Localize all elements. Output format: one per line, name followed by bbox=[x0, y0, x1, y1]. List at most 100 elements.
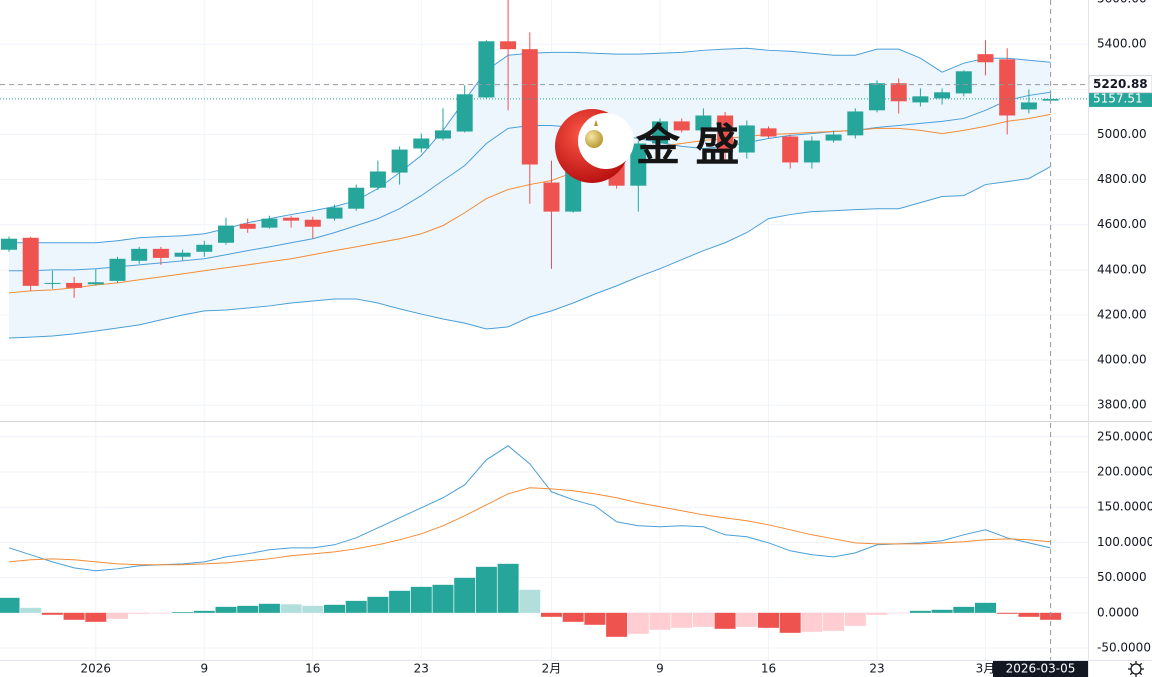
candle-body bbox=[196, 244, 213, 252]
crosshair-price-box bbox=[1088, 75, 1152, 94]
candle-body bbox=[174, 252, 191, 257]
price-panel bbox=[1, 0, 1059, 339]
candle-body bbox=[66, 282, 83, 288]
candle-body bbox=[109, 258, 126, 281]
histogram-bar bbox=[475, 566, 497, 613]
candle-body bbox=[521, 49, 538, 165]
y-tick-label: 4400.00 bbox=[1097, 262, 1147, 276]
candle-body bbox=[717, 115, 734, 153]
crosshair-date-label: 2026-03-05 bbox=[1006, 662, 1076, 676]
candle-body bbox=[391, 149, 408, 173]
y-tick-label: -50.0000 bbox=[1097, 641, 1151, 655]
candle-body bbox=[1020, 102, 1037, 110]
y-tick-label: 150.0000 bbox=[1097, 500, 1152, 514]
candle-body bbox=[261, 218, 278, 228]
candle-body bbox=[782, 136, 799, 163]
y-tick-label: 50.0000 bbox=[1097, 570, 1147, 584]
histogram-bar bbox=[172, 612, 194, 613]
candle-body bbox=[283, 217, 300, 221]
candle-body bbox=[630, 143, 647, 186]
histogram-bar bbox=[975, 602, 996, 613]
histogram-bar bbox=[758, 612, 779, 628]
y-tick-label: 4600.00 bbox=[1097, 217, 1147, 231]
candle-body bbox=[760, 128, 777, 137]
y-tick-label: 100.0000 bbox=[1097, 535, 1152, 549]
histogram-bar bbox=[0, 597, 20, 613]
candle-body bbox=[218, 225, 234, 243]
logo-cut bbox=[578, 113, 634, 169]
candle-body bbox=[152, 248, 169, 258]
y-tick-label: 4000.00 bbox=[1097, 353, 1147, 367]
band-line bbox=[8, 166, 1051, 339]
candle-body bbox=[131, 248, 148, 261]
y-tick-label: 4800.00 bbox=[1097, 172, 1147, 186]
x-tick-label: 2月 bbox=[542, 662, 562, 676]
gear-teeth bbox=[1128, 661, 1144, 677]
candle-body bbox=[543, 182, 560, 212]
x-tick-label: 9 bbox=[656, 662, 664, 676]
histogram-bar bbox=[389, 590, 411, 613]
histogram-bar bbox=[801, 612, 823, 632]
candle-body bbox=[369, 171, 386, 188]
x-tick-label: 16 bbox=[305, 662, 320, 676]
histogram-bar bbox=[823, 612, 845, 631]
watermark: 金 盛 bbox=[555, 109, 739, 183]
histogram-bar bbox=[736, 612, 758, 627]
histogram-bar bbox=[497, 563, 519, 613]
histogram-bar bbox=[584, 612, 606, 625]
y-tick-label: 0.0000 bbox=[1097, 605, 1139, 619]
histogram-bar bbox=[324, 604, 345, 613]
histogram-bar bbox=[454, 577, 476, 613]
candle-body bbox=[847, 111, 864, 136]
histogram-bar bbox=[714, 612, 736, 629]
histogram-bar bbox=[649, 612, 671, 630]
histogram-bar bbox=[63, 612, 85, 620]
candle-body bbox=[977, 54, 994, 63]
candle-body bbox=[803, 140, 820, 163]
candle-body bbox=[413, 138, 430, 149]
candle-body bbox=[999, 59, 1016, 116]
y-tick-label: 250.0000 bbox=[1097, 429, 1152, 443]
histogram-bar bbox=[541, 612, 562, 617]
x-tick-label: 3月 bbox=[976, 662, 996, 676]
histogram-bar bbox=[302, 605, 324, 613]
candle-body bbox=[890, 83, 907, 102]
candle-body bbox=[673, 121, 690, 131]
candle-body bbox=[478, 41, 495, 98]
histogram-bar bbox=[953, 606, 975, 613]
last-price-label: 5157.51 bbox=[1093, 91, 1143, 105]
x-tick-label: 9 bbox=[200, 662, 208, 676]
macd-line bbox=[8, 445, 1051, 572]
histogram-bar bbox=[193, 610, 215, 613]
histogram-bar bbox=[20, 607, 42, 613]
histogram-bar bbox=[779, 612, 801, 633]
histogram-bar bbox=[606, 612, 628, 637]
histogram-bar bbox=[1018, 612, 1040, 617]
x-tick-label: 2026 bbox=[81, 662, 112, 676]
candle-body bbox=[695, 115, 712, 131]
histogram-bar bbox=[432, 584, 454, 613]
candle-body bbox=[44, 282, 61, 284]
histogram-bar bbox=[996, 612, 1018, 614]
settings-icon[interactable] bbox=[1128, 661, 1144, 677]
histogram-bar bbox=[367, 596, 389, 613]
candle-body bbox=[825, 134, 842, 141]
last-price-box bbox=[1089, 90, 1152, 107]
histogram-bar bbox=[627, 612, 649, 634]
histogram-bar bbox=[909, 610, 931, 613]
crosshair-date-box bbox=[993, 661, 1088, 677]
y-tick-label: 3800.00 bbox=[1097, 398, 1147, 412]
y-tick-label: 5000.00 bbox=[1097, 127, 1147, 141]
candle-body bbox=[738, 125, 755, 153]
candle-body bbox=[348, 187, 365, 209]
candle-body bbox=[955, 71, 972, 94]
candle-body bbox=[304, 219, 321, 227]
watermark-text: 金 盛 bbox=[635, 120, 739, 171]
y-tick-label: 5400.00 bbox=[1097, 37, 1147, 51]
histogram-bar bbox=[866, 612, 888, 615]
y-tick-label: 4200.00 bbox=[1097, 307, 1147, 321]
